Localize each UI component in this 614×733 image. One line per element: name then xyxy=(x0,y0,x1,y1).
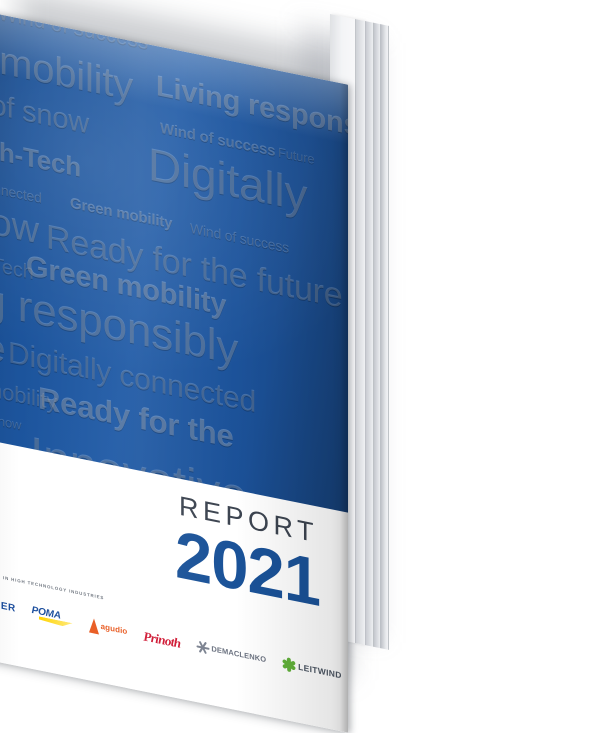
cover-blue-panel: High-TechWind of successGreen mobilityLi… xyxy=(0,4,348,515)
logo-prinoth-label: Prinoth xyxy=(143,627,181,651)
logo-leitner: LEITNER xyxy=(0,589,16,620)
page-edge-line xyxy=(388,25,389,650)
logo-agudio: agudio xyxy=(88,613,128,643)
word-cloud-term: e future xyxy=(0,304,6,372)
word-cloud-term: Wind of success xyxy=(190,219,289,256)
page-edge-line xyxy=(355,19,356,644)
logo-demaclenko-label: DEMACLENKO xyxy=(211,644,267,665)
word-cloud-term: Future xyxy=(278,144,315,167)
report-front-cover: High-TechWind of successGreen mobilityLi… xyxy=(0,4,348,733)
word-cloud-term: Living responsibly xyxy=(156,69,348,153)
word-cloud-term: Digitally xyxy=(148,137,308,222)
word-cloud-term: Future of snow xyxy=(0,70,90,141)
page-edge-line xyxy=(373,22,374,647)
word-cloud-term: Digitally connected xyxy=(8,336,257,420)
word-cloud-term: Living responsibly xyxy=(0,255,239,375)
word-cloud-term: Ready for the xyxy=(38,380,234,455)
page-edge-line xyxy=(380,24,381,649)
word-cloud-term: Green mobility xyxy=(70,194,173,233)
word-cloud-term: Green mobility xyxy=(0,362,58,415)
snowflake-icon xyxy=(196,640,210,656)
agudio-pylon-icon xyxy=(88,616,99,634)
logo-leitner-label: LEITNER xyxy=(0,594,16,615)
word-cloud-term: Future of snow xyxy=(0,401,22,433)
book-mockup-stage: High-TechWind of successGreen mobilityLi… xyxy=(0,0,614,672)
word-cloud-term: e of snow xyxy=(0,178,39,253)
word-cloud-term: Green mobility xyxy=(26,249,227,323)
cover-fore-edge-shadow xyxy=(340,83,348,733)
logo-agudio-label: agudio xyxy=(100,621,128,637)
word-cloud-term: Digitally connected xyxy=(0,167,42,206)
word-cloud-term: Ready for the future xyxy=(46,217,343,316)
logo-leitwind-label: LEITWIND xyxy=(298,661,342,681)
page-edge-line xyxy=(365,21,366,646)
word-cloud-term: ovative High-Tech xyxy=(0,231,34,285)
logo-prinoth: Prinoth xyxy=(143,624,180,653)
word-cloud-term: Wind of success xyxy=(160,119,276,160)
leitwind-rotor-icon xyxy=(282,656,297,673)
word-cloud-term: vative High-Tech xyxy=(0,112,81,183)
logo-poma: POMA xyxy=(32,602,73,632)
cover-word-cloud: High-TechWind of successGreen mobilityLi… xyxy=(0,4,348,515)
